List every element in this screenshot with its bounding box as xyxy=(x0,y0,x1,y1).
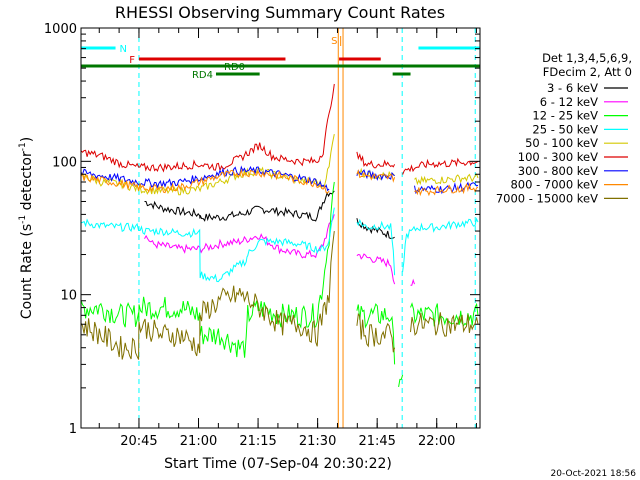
chart-title: RHESSI Observing Summary Count Rates xyxy=(115,3,445,22)
legend-header-1: FDecim 2, Att 0 xyxy=(543,65,632,79)
legend: Det 1,3,4,5,6,9,FDecim 2, Att 0 3 - 6 keV… xyxy=(496,51,632,205)
series-line-100-300-kev-2 xyxy=(402,157,479,175)
flag-label-s: S xyxy=(331,36,337,47)
x-tick-label: 21:30 xyxy=(299,434,336,449)
series-line-800-7000-kev-1 xyxy=(356,169,396,183)
series-line-100-300-kev-1 xyxy=(356,151,396,169)
y-tick-label: 1 xyxy=(69,422,77,437)
y-axis-label: Count Rate (s-1 detector-1) xyxy=(18,137,35,319)
legend-label-100-300-kev: 100 - 300 keV xyxy=(518,150,598,164)
y-tick-label: 10 xyxy=(60,289,77,304)
series-line-6-12-kev-0 xyxy=(144,214,335,259)
legend-label-3-6-kev: 3 - 6 keV xyxy=(547,81,598,95)
y-axis-label-part2: detector xyxy=(19,151,35,215)
x-tick-label: 22:00 xyxy=(418,434,455,449)
series-line-7000-15000-kev-1 xyxy=(356,312,396,353)
legend-header-0: Det 1,3,4,5,6,9, xyxy=(542,51,632,65)
x-tick-label: 20:45 xyxy=(120,434,157,449)
series-line-50-100-kev-2 xyxy=(414,173,479,186)
legend-label-50-100-kev: 50 - 100 keV xyxy=(525,136,598,150)
x-axis-label: Start Time (07-Sep-04 20:30:22) xyxy=(164,456,392,472)
series-line-12-25-kev-1 xyxy=(356,303,396,365)
series-line-800-7000-kev-2 xyxy=(414,182,479,197)
series-line-7000-15000-kev-0 xyxy=(80,231,335,360)
series-line-7000-15000-kev-2 xyxy=(410,312,479,337)
series-line-6-12-kev-1 xyxy=(356,253,396,285)
y-tick-label: 1000 xyxy=(44,22,77,37)
series-line-12-25-kev-2 xyxy=(398,374,404,387)
legend-label-7000-15000-kev: 7000 - 15000 keV xyxy=(496,191,598,205)
series-line-800-7000-kev-0 xyxy=(80,168,330,194)
x-tick-label: 21:00 xyxy=(180,434,217,449)
y-tick-label: 100 xyxy=(52,155,77,170)
legend-label-25-50-kev: 25 - 50 keV xyxy=(532,122,598,136)
axis-frame xyxy=(80,27,481,429)
y-axis-label-sup2: -1 xyxy=(18,142,28,151)
series-line-12-25-kev-0 xyxy=(80,181,335,358)
legend-label-12-25-kev: 12 - 25 keV xyxy=(532,109,598,123)
flag-label-f: F xyxy=(129,55,135,66)
legend-label-6-12-kev: 6 - 12 keV xyxy=(540,95,598,109)
flag-label-rd0: RD0 xyxy=(224,62,245,73)
series-line-25-50-kev-1 xyxy=(356,218,396,276)
y-axis-label-part1: Count Rate (s xyxy=(19,224,35,319)
plot-area: NF RD0 RD4 S 1 10 100 1000 20:45 21:00 21:15 21:30 2… xyxy=(44,22,481,449)
legend-label-300-800-kev: 300 - 800 keV xyxy=(518,164,598,178)
timestamp: 20-Oct-2021 18:56 xyxy=(551,469,637,479)
flag-label-rd4: RD4 xyxy=(192,70,213,81)
flag-label-n: N xyxy=(120,44,127,55)
series-line-300-800-kev-0 xyxy=(80,165,330,192)
series-line-25-50-kev-0 xyxy=(80,207,335,283)
series-line-100-300-kev-0 xyxy=(80,83,335,173)
series-line-6-12-kev-2 xyxy=(410,278,415,286)
y-axis-label-part3: ) xyxy=(19,137,35,142)
x-tick-label: 21:15 xyxy=(239,434,276,449)
series-line-3-6-kev-0 xyxy=(144,190,335,222)
x-tick-label: 21:45 xyxy=(358,434,395,449)
y-axis-label-sup1: -1 xyxy=(18,215,28,224)
series-line-25-50-kev-2 xyxy=(402,217,479,272)
legend-label-800-7000-kev: 800 - 7000 keV xyxy=(510,178,598,192)
